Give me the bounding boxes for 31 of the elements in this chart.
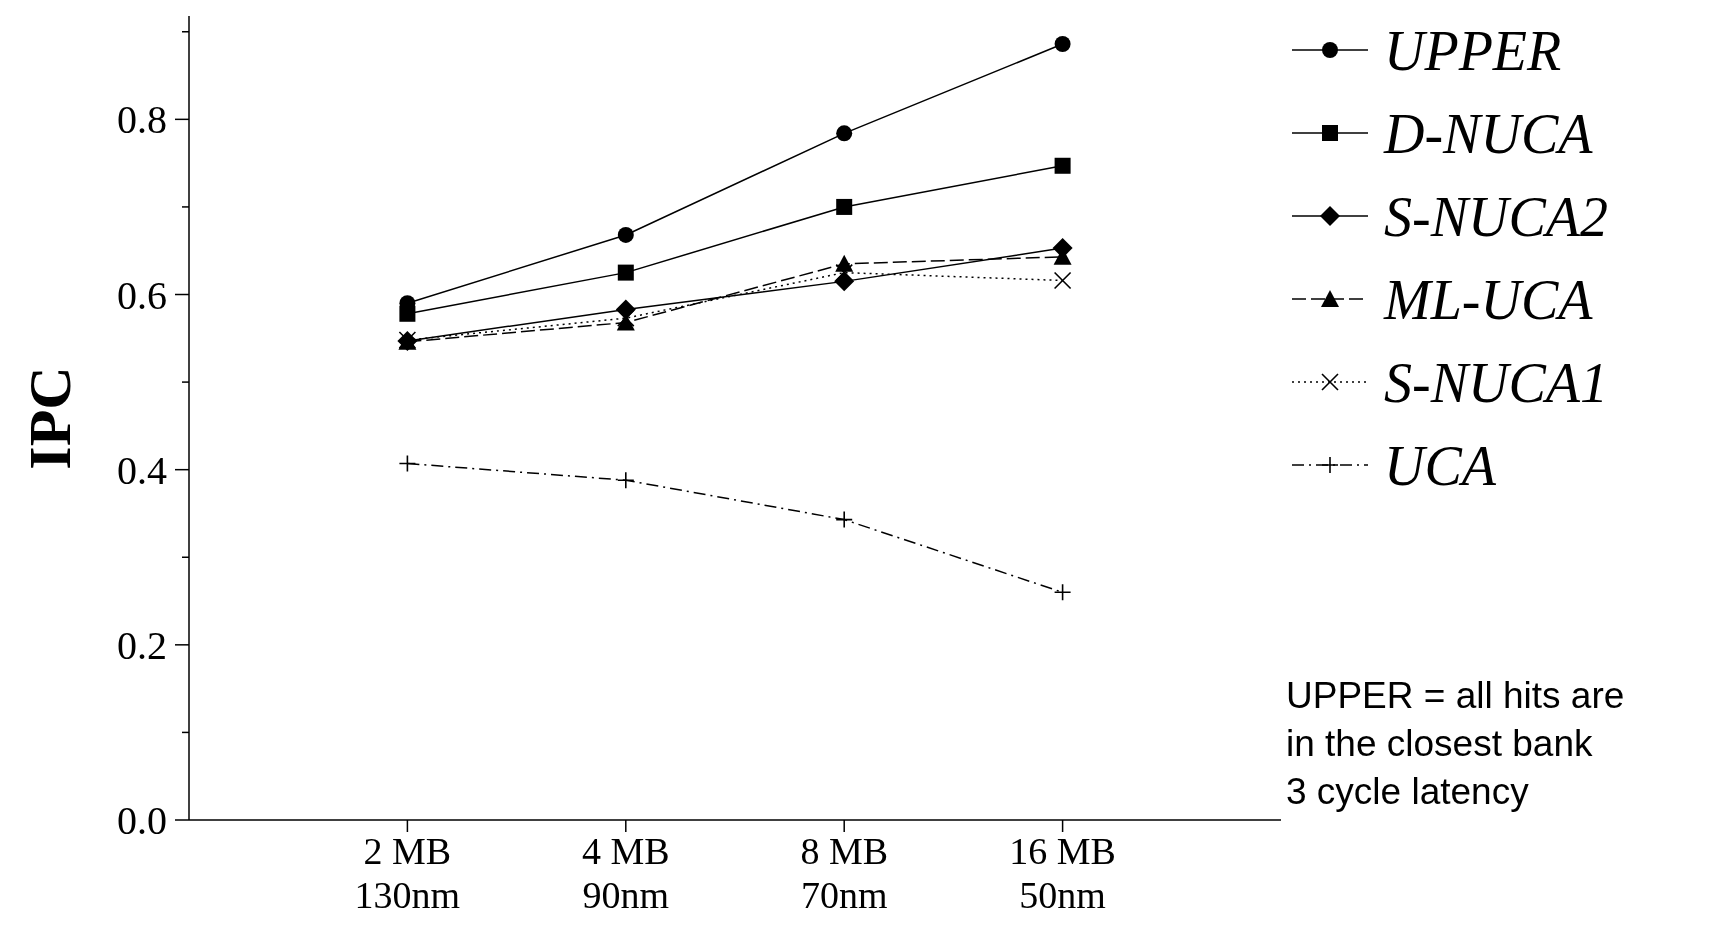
point <box>1053 271 1072 290</box>
point <box>836 125 853 142</box>
y-axis-title: IPC <box>17 366 83 470</box>
point <box>398 454 417 473</box>
legend-label: UPPER <box>1384 19 1562 82</box>
point <box>835 263 853 282</box>
point <box>617 471 635 489</box>
point <box>1054 36 1071 53</box>
y-tick-label: 0.2 <box>117 622 167 668</box>
point <box>835 510 853 529</box>
point <box>617 226 634 243</box>
x-tick-label: 16 MB 50nm <box>1009 830 1116 916</box>
legend-label: D-NUCA <box>1383 102 1594 165</box>
legend-label: S-NUCA1 <box>1384 351 1608 414</box>
point <box>399 305 416 322</box>
legend-label: UCA <box>1384 434 1497 497</box>
point <box>836 198 853 215</box>
y-tick-label: 0.4 <box>117 447 167 493</box>
point <box>1053 583 1072 602</box>
x-tick-label: 2 MB 130nm <box>354 830 461 916</box>
legend-label: S-NUCA2 <box>1384 185 1608 248</box>
x-tick-label: 8 MB 70nm <box>800 830 889 916</box>
point <box>1054 157 1071 174</box>
point <box>617 264 634 281</box>
point <box>617 309 635 327</box>
y-tick-label: 0.0 <box>117 798 167 843</box>
text: UPPER = all hits are in the closest bank 3 cycle latency <box>1286 675 1625 812</box>
y-tick-label: 0.6 <box>117 272 167 318</box>
legend-label: ML-UCA <box>1383 268 1594 331</box>
x-tick-label: 4 MB 90nm <box>581 830 670 916</box>
y-tick-label: 0.8 <box>117 97 167 143</box>
